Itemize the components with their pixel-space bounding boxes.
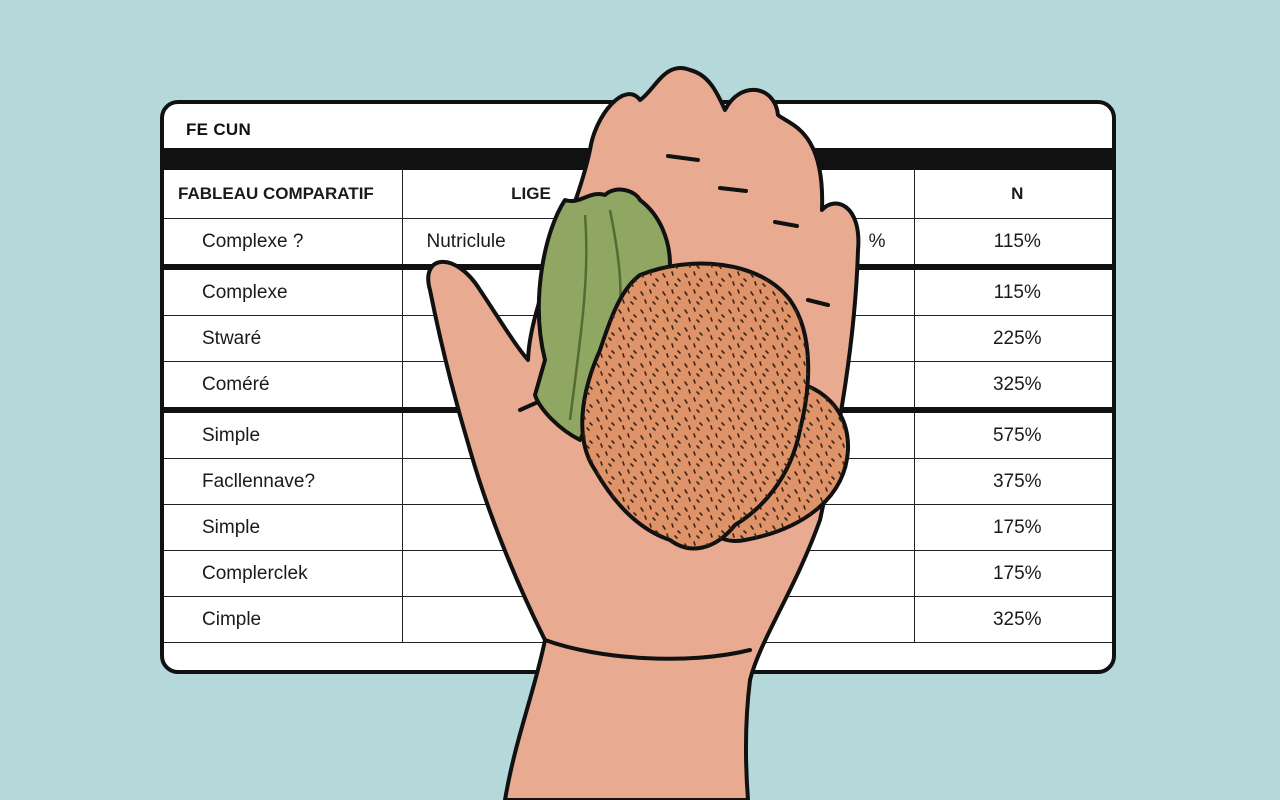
row-name: Simple bbox=[164, 504, 403, 551]
row-name: Facllennave? bbox=[164, 458, 403, 505]
row-value: 325% bbox=[913, 361, 1112, 411]
row-value: 115% bbox=[913, 218, 1112, 268]
row-name: Simple bbox=[164, 407, 403, 459]
column-header: FABLEAU COMPARATIF bbox=[164, 170, 403, 219]
row-name: Cimple bbox=[164, 596, 403, 643]
row-value: 175% bbox=[913, 504, 1112, 551]
row-value: 115% bbox=[913, 264, 1112, 316]
row-name: Coméré bbox=[164, 361, 403, 411]
row-value: 325% bbox=[913, 596, 1112, 643]
row-value: 575% bbox=[913, 407, 1112, 459]
row-value: 225% bbox=[913, 315, 1112, 362]
row-name: Complerclek bbox=[164, 550, 403, 597]
card-title: FE CUN bbox=[186, 120, 252, 139]
food-nugget-icon bbox=[580, 261, 851, 551]
row-name: Complexe bbox=[164, 264, 403, 316]
row-name: Stwaré bbox=[164, 315, 403, 362]
